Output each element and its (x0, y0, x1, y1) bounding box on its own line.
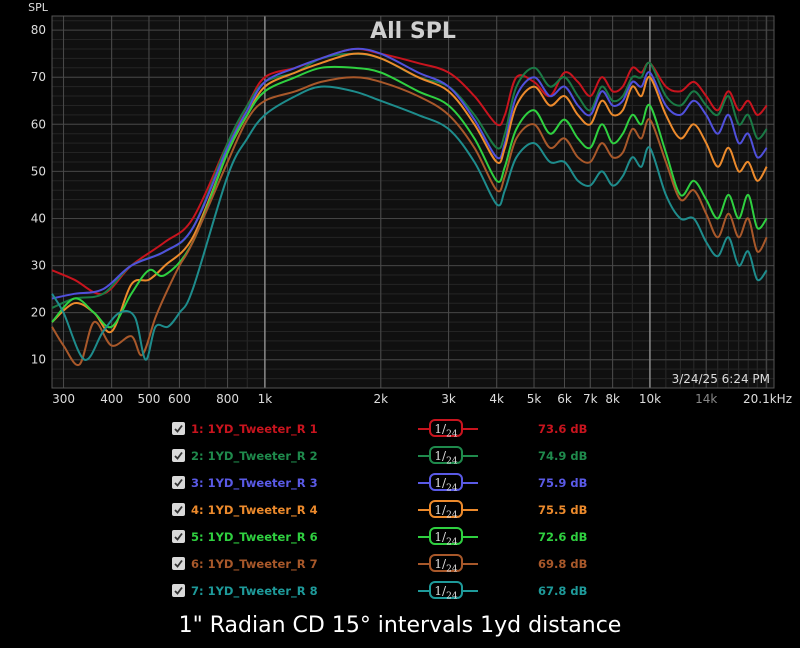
x-tick-label: 3k (441, 392, 456, 406)
series-line (51, 52, 768, 309)
caption: 1" Radian CD 15° intervals 1yd distance (178, 613, 622, 638)
smoothing-value: 1/24 (434, 476, 458, 494)
series-line (51, 52, 768, 334)
legend-label: 4: 1YD_Tweeter_R 4 (191, 503, 318, 517)
chart-title: All SPL (370, 19, 456, 44)
checkbox-checked[interactable] (172, 557, 185, 570)
x-tick-label: 300 (52, 392, 75, 406)
series-line (51, 85, 768, 361)
legend-row[interactable]: 7: 1YD_Tweeter_R 8 1/24 67.8 dB (172, 581, 612, 601)
x-tick-label: 1k (258, 392, 273, 406)
x-tick-label: 600 (168, 392, 191, 406)
smoothing-control[interactable]: 1/24 (418, 554, 478, 574)
smoothing-badge[interactable]: 1/24 (429, 419, 463, 440)
x-tick-label: 800 (216, 392, 239, 406)
x-tick-label: 20.1kHz (743, 392, 792, 406)
spl-chart: 10 20 30 40 50 60 70 80 300 400 500 600 800 1k 2k 3k 4k… (28, 1, 792, 406)
checkbox-checked[interactable] (172, 530, 185, 543)
legend-label: 1: 1YD_Tweeter_R 1 (191, 422, 318, 436)
y-tick-label: 10 (31, 353, 46, 367)
smoothing-control[interactable]: 1/24 (418, 527, 478, 547)
smoothing-badge[interactable]: 1/24 (429, 473, 463, 494)
series-line (51, 47, 768, 300)
x-tick-label: 4k (489, 392, 504, 406)
legend-level: 72.6 dB (538, 530, 588, 544)
x-tick-label: 5k (527, 392, 542, 406)
checkbox-checked[interactable] (172, 584, 185, 597)
smoothing-value: 1/24 (434, 584, 458, 602)
legend-label: 6: 1YD_Tweeter_R 7 (191, 557, 318, 571)
plot-border (51, 15, 775, 389)
x-tick-label: 10k (639, 392, 661, 406)
x-tick-label: 6k (557, 392, 572, 406)
x-tick-label: 2k (373, 392, 388, 406)
legend-row[interactable]: 1: 1YD_Tweeter_R 1 1/24 73.6 dB (172, 419, 612, 439)
legend-row[interactable]: 2: 1YD_Tweeter_R 2 1/24 74.9 dB (172, 446, 612, 466)
series-lines (51, 47, 768, 367)
x-tick-label: 8k (605, 392, 620, 406)
smoothing-badge[interactable]: 1/24 (429, 527, 463, 548)
grid (51, 15, 775, 389)
legend-row[interactable]: 4: 1YD_Tweeter_R 4 1/24 75.5 dB (172, 500, 612, 520)
y-axis-label: SPL (28, 1, 49, 14)
smoothing-control[interactable]: 1/24 (418, 419, 478, 439)
y-tick-label: 50 (31, 164, 46, 178)
legend-level: 75.5 dB (538, 503, 588, 517)
smoothing-value: 1/24 (434, 449, 458, 467)
smoothing-control[interactable]: 1/24 (418, 581, 478, 601)
smoothing-control[interactable]: 1/24 (418, 446, 478, 466)
legend-row[interactable]: 6: 1YD_Tweeter_R 7 1/24 69.8 dB (172, 554, 612, 574)
smoothing-control[interactable]: 1/24 (418, 500, 478, 520)
checkbox-checked[interactable] (172, 476, 185, 489)
y-tick-label: 20 (31, 306, 46, 320)
legend-level: 69.8 dB (538, 557, 588, 571)
legend-level: 67.8 dB (538, 584, 588, 598)
x-tick-label: 400 (100, 392, 123, 406)
smoothing-badge[interactable]: 1/24 (429, 500, 463, 521)
y-tick-label: 60 (31, 117, 46, 131)
x-axis: 300 400 500 600 800 1k 2k 3k 4k 5k 6k 7k 8k 10k 14k 20.… (52, 392, 792, 406)
legend-label: 2: 1YD_Tweeter_R 2 (191, 449, 318, 463)
x-tick-label: 500 (138, 392, 161, 406)
checkbox-checked[interactable] (172, 503, 185, 516)
y-tick-label: 70 (31, 70, 46, 84)
x-tick-label: 14k (695, 392, 717, 406)
smoothing-value: 1/24 (434, 530, 458, 548)
legend-level: 73.6 dB (538, 422, 588, 436)
legend-row[interactable]: 3: 1YD_Tweeter_R 3 1/24 75.9 dB (172, 473, 612, 493)
smoothing-value: 1/24 (434, 557, 458, 575)
y-tick-label: 80 (31, 23, 46, 37)
legend-level: 74.9 dB (538, 449, 588, 463)
smoothing-control[interactable]: 1/24 (418, 473, 478, 493)
series-line (51, 76, 768, 367)
checkbox-checked[interactable] (172, 422, 185, 435)
timestamp: 3/24/25 6:24 PM (672, 372, 770, 386)
legend-row[interactable]: 5: 1YD_Tweeter_R 6 1/24 72.6 dB (172, 527, 612, 547)
legend-label: 5: 1YD_Tweeter_R 6 (191, 530, 318, 544)
y-tick-label: 30 (31, 259, 46, 273)
y-tick-label: 40 (31, 211, 46, 225)
legend-label: 7: 1YD_Tweeter_R 8 (191, 584, 318, 598)
smoothing-value: 1/24 (434, 503, 458, 521)
x-tick-label: 7k (583, 392, 598, 406)
legend-label: 3: 1YD_Tweeter_R 3 (191, 476, 318, 490)
checkbox-checked[interactable] (172, 449, 185, 462)
smoothing-badge[interactable]: 1/24 (429, 446, 463, 467)
smoothing-badge[interactable]: 1/24 (429, 581, 463, 602)
smoothing-badge[interactable]: 1/24 (429, 554, 463, 575)
y-axis: 10 20 30 40 50 60 70 80 (31, 23, 46, 367)
legend-level: 75.9 dB (538, 476, 588, 490)
smoothing-value: 1/24 (434, 422, 458, 440)
